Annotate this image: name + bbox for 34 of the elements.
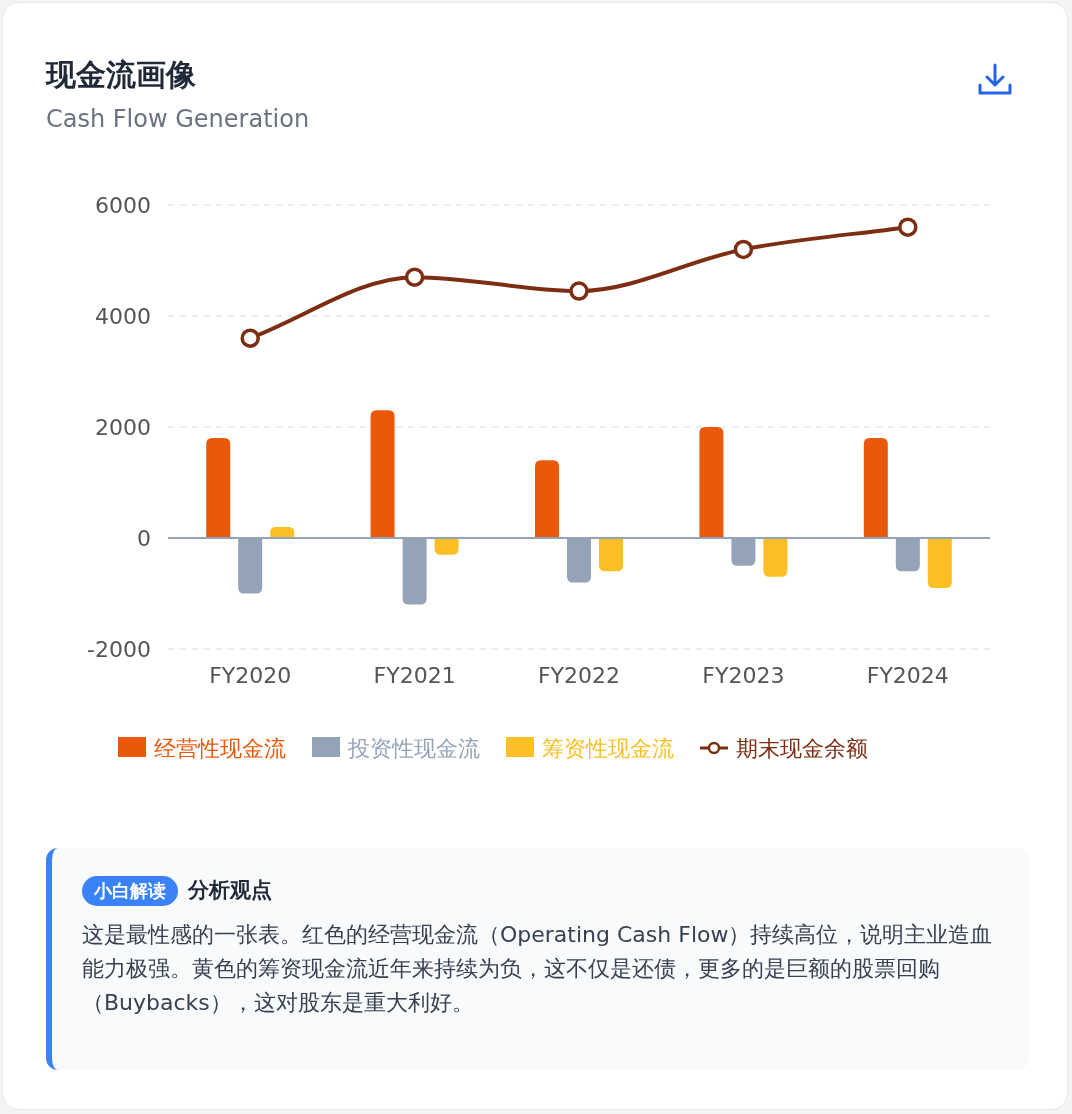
x-tick-label: FY2023 xyxy=(702,663,785,688)
chart-title: 现金流画像 xyxy=(46,56,196,94)
point xyxy=(404,267,425,287)
legend-label: 筹资性现金流 xyxy=(542,736,674,761)
point xyxy=(733,239,754,260)
text: 小白解读 xyxy=(82,876,178,906)
x-tick-label: FY2021 xyxy=(373,663,456,688)
y-tick-label: -2000 xyxy=(87,637,151,662)
y-tick-label: 2000 xyxy=(95,415,151,440)
legend-label: 期末现金余额 xyxy=(736,736,868,761)
y-tick-label: 4000 xyxy=(95,304,151,329)
bar xyxy=(434,538,459,555)
bar xyxy=(863,438,888,538)
bar xyxy=(535,460,559,538)
y-tick-label: 6000 xyxy=(95,193,151,218)
chart-subtitle: Cash Flow Generation xyxy=(46,105,310,133)
legend-label: 经营性现金流 xyxy=(154,736,286,761)
x-tick-label: FY2022 xyxy=(537,663,621,688)
bar xyxy=(599,538,623,572)
bar xyxy=(699,427,724,538)
point xyxy=(240,328,260,348)
point xyxy=(898,217,918,237)
point xyxy=(569,281,589,301)
x-tick-label: FY2024 xyxy=(866,663,949,688)
text: 这是最性感的一张表。红色的经营现金流（Operating Cash Flow）持续高位，说明主业造血能力极强。黄色的筹资现金流近年来持续为负，这不仅是还债，更多的是巨额的股票回购（Buybacks），这对股东是重大利好。 xyxy=(82,921,994,1017)
bar xyxy=(270,526,295,538)
legend-label: 投资性现金流 xyxy=(347,736,480,761)
bar xyxy=(927,538,952,588)
bar xyxy=(370,410,395,538)
text: 分析观点 xyxy=(188,877,272,904)
bar xyxy=(206,438,231,538)
x-tick-label: FY2020 xyxy=(209,663,292,688)
bar xyxy=(763,538,788,577)
y-tick-label: 0 xyxy=(137,526,151,551)
